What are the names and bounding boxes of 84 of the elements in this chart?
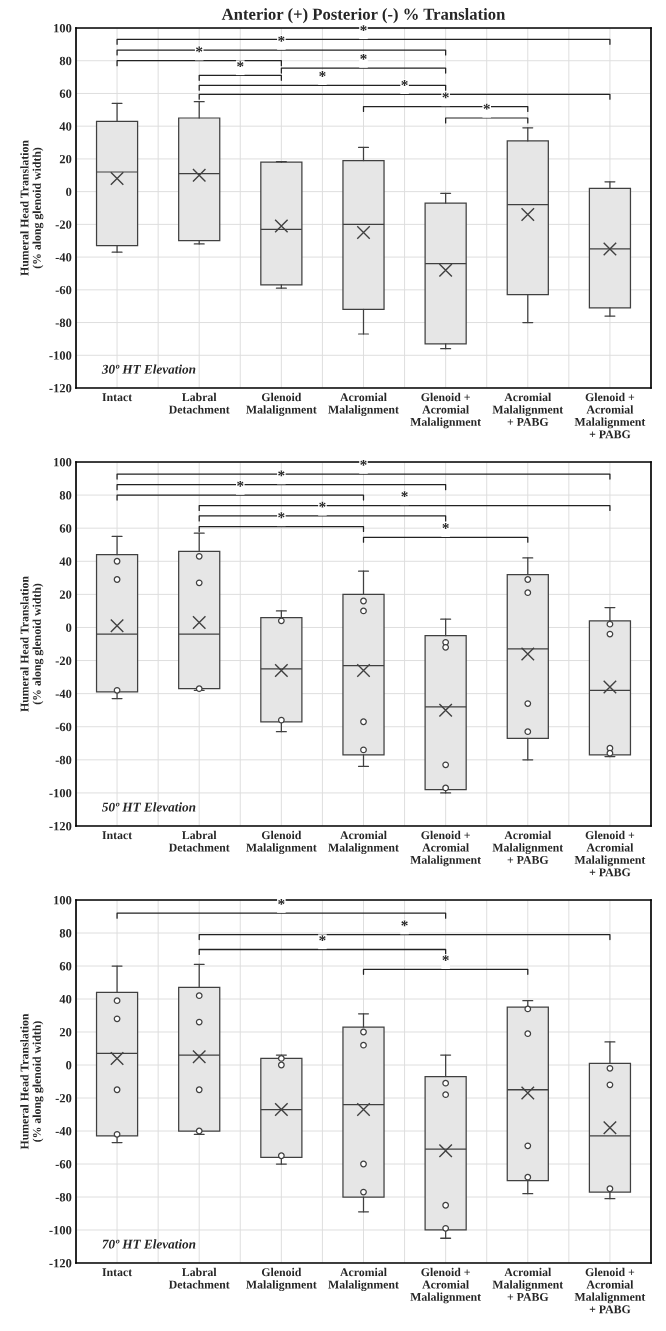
y-tick-label: -80 (55, 755, 72, 765)
annotation: * (442, 92, 449, 99)
y-axis-title: Humeral Head Translation (% along glenoid width) (20, 1013, 44, 1150)
annotation: * (401, 920, 408, 927)
x-tick-label: Glenoid + Acromial Malalignment + PABG (574, 830, 646, 877)
y-tick-label: 0 (66, 1061, 72, 1070)
y-tick-label: 0 (66, 623, 72, 632)
annotation: * (278, 35, 285, 42)
x-tick-label: Acromial Malalignment (328, 392, 399, 416)
y-tick-label: -100 (49, 788, 72, 798)
y-tick-label: 40 (59, 557, 72, 566)
y-tick-label: 20 (59, 154, 72, 164)
y-tick-label: -120 (49, 822, 72, 831)
x-tick-label: Glenoid + Acromial Malalignment (410, 1267, 482, 1304)
y-tick-label: -120 (49, 1259, 72, 1268)
annotation: 50º HT Elevation (102, 802, 196, 812)
x-tick-label: Intact (102, 1268, 133, 1277)
y-tick-label: 40 (59, 122, 72, 131)
x-tick-label: Glenoid Malalignment (246, 392, 317, 416)
y-tick-label: 60 (59, 89, 72, 98)
annotation: 70º HT Elevation (102, 1239, 196, 1249)
annotation: * (278, 512, 285, 519)
annotation: 30º HT Elevation (101, 364, 196, 374)
annotation: * (278, 470, 285, 477)
y-tick-label: -60 (55, 1160, 72, 1169)
x-tick-label: Intact (102, 393, 133, 402)
annotation: * (319, 71, 326, 77)
y-tick-label: 80 (59, 56, 72, 66)
y-tick-label: 20 (59, 590, 72, 599)
annotation: * (360, 459, 367, 466)
annotation: * (319, 935, 326, 942)
y-tick-label: -80 (55, 318, 72, 328)
y-tick-label: 80 (59, 929, 72, 938)
y-tick-label: 80 (59, 491, 72, 500)
y-tick-label: 20 (59, 1028, 72, 1037)
annotation: * (196, 46, 203, 53)
x-tick-label: Glenoid Malalignment (246, 1267, 317, 1291)
x-tick-label: Labral Detachment (168, 1267, 230, 1289)
chart-title: Anterior (+) Posterior (-) % Translation (221, 8, 506, 24)
x-tick-label: Acromial Malalignment + PABG (492, 1267, 564, 1301)
y-tick-label: -20 (55, 1094, 72, 1103)
x-tick-label: Labral Detachment (168, 830, 230, 852)
y-tick-label: 40 (59, 995, 72, 1004)
annotation: * (237, 480, 244, 487)
x-tick-label: Acromial Malalignment (328, 1267, 399, 1291)
annotation: * (483, 103, 490, 110)
y-tick-label: -80 (55, 1193, 72, 1202)
y-tick-label: -120 (49, 384, 72, 393)
x-tick-label: Intact (102, 831, 133, 840)
x-tick-label: Acromial Malalignment + PABG (492, 392, 564, 426)
y-axis-title: Humeral Head Translation (% along glenoid width) (20, 576, 44, 712)
y-tick-label: -60 (55, 722, 72, 732)
x-tick-label: Glenoid + Acromial Malalignment (410, 392, 482, 429)
y-tick-label: -20 (55, 220, 72, 229)
x-tick-label: Glenoid + Acromial Malalignment + PABG (574, 392, 646, 439)
y-tick-label: 60 (59, 962, 72, 971)
y-tick-label: 100 (54, 24, 72, 33)
y-axis-title: Humeral Head Translation (% along glenoid width) (20, 140, 44, 276)
x-tick-label: Glenoid Malalignment (246, 830, 317, 854)
x-tick-label: Labral Detachment (168, 392, 230, 414)
y-tick-label: -40 (55, 1127, 72, 1136)
annotation: * (401, 491, 408, 498)
x-tick-label: Glenoid + Acromial Malalignment (410, 830, 482, 867)
y-tick-label: 0 (66, 187, 72, 197)
y-tick-label: -40 (55, 253, 72, 262)
annotation: * (319, 501, 326, 508)
annotation: * (442, 955, 449, 961)
annotation: * (278, 899, 285, 905)
y-tick-label: -40 (55, 689, 72, 699)
y-tick-label: 60 (59, 524, 72, 533)
x-tick-label: Glenoid + Acromial Malalignment + PABG (574, 1267, 646, 1314)
annotation: * (360, 53, 367, 60)
annotation: * (401, 80, 408, 86)
y-tick-label: -100 (49, 1226, 72, 1235)
annotation: * (237, 61, 244, 68)
y-tick-label: 100 (54, 896, 72, 905)
y-tick-label: -60 (55, 285, 72, 295)
y-tick-label: -20 (55, 656, 72, 666)
annotation: * (442, 523, 449, 529)
y-tick-label: 100 (54, 458, 72, 467)
x-tick-label: Acromial Malalignment (328, 830, 399, 854)
y-tick-label: -100 (49, 351, 72, 360)
x-tick-label: Acromial Malalignment + PABG (492, 830, 564, 864)
annotation: * (360, 25, 367, 32)
